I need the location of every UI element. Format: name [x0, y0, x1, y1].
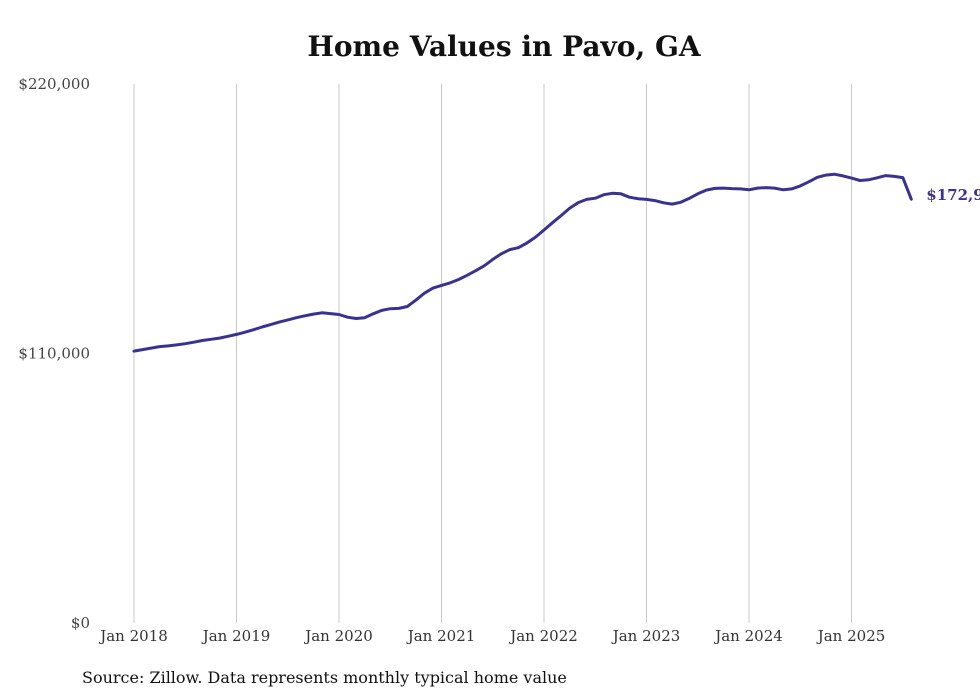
series-layer	[132, 172, 913, 353]
x-tick-label: Jan 2020	[303, 627, 373, 645]
x-tick-label: Jan 2021	[406, 627, 476, 645]
source-note: Source: Zillow. Data represents monthly …	[82, 668, 567, 687]
x-tick-label: Jan 2018	[98, 627, 168, 645]
x-tick-label: Jan 2019	[201, 627, 271, 645]
end-value-label: $172,996	[926, 186, 980, 204]
chart-title: Home Values in Pavo, GA	[307, 30, 701, 63]
x-tick-label: Jan 2023	[611, 627, 681, 645]
y-tick-label: $220,000	[18, 75, 90, 93]
x-tick-label: Jan 2022	[508, 627, 578, 645]
y-tick-label: $0	[71, 614, 90, 632]
x-tick-label: Jan 2024	[713, 627, 783, 645]
x-axis-ticks: Jan 2018 Jan 2019 Jan 2020 Jan 2021 Jan 2022…	[98, 627, 885, 645]
y-tick-label: $110,000	[18, 345, 90, 363]
grid-lines	[133, 84, 852, 623]
end-label-layer: $172,996	[926, 186, 980, 204]
x-tick-label: Jan 2025	[816, 627, 886, 645]
y-axis-ticks: $0 $110,000 $220,000	[18, 75, 90, 632]
series-line	[132, 172, 913, 353]
